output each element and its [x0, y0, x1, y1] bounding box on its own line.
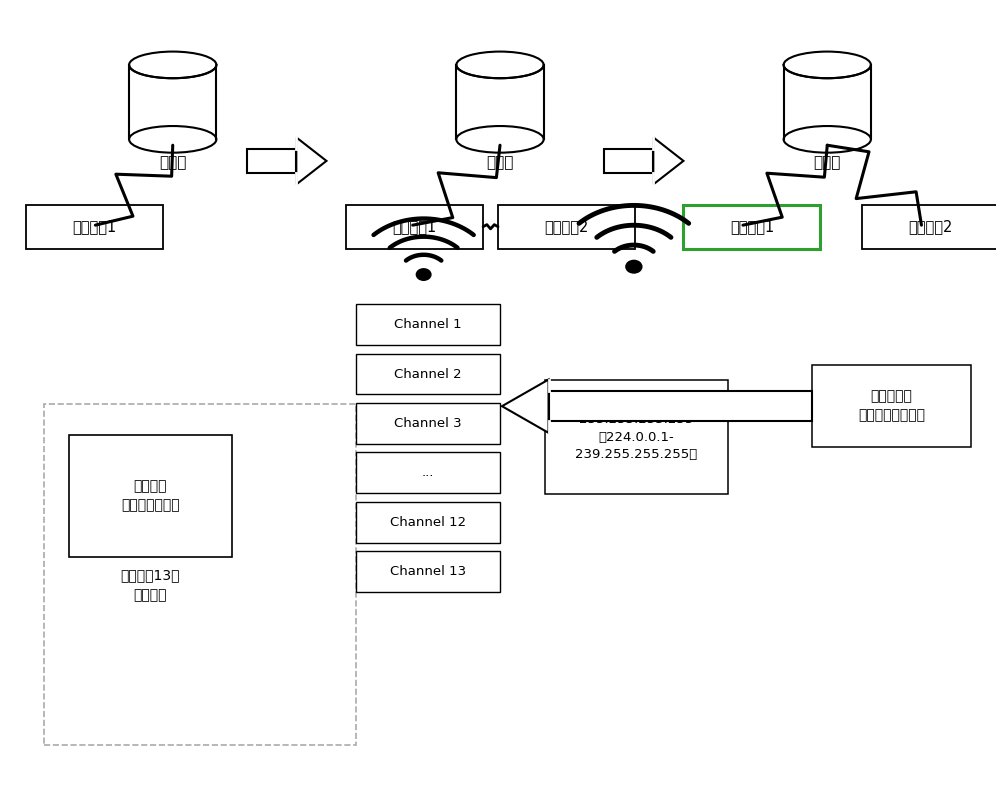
FancyBboxPatch shape	[356, 452, 500, 493]
Text: Channel 12: Channel 12	[390, 516, 466, 529]
Text: 路由器: 路由器	[159, 155, 186, 170]
Text: Channel 2: Channel 2	[394, 367, 462, 381]
Text: 智能家电1: 智能家电1	[72, 219, 117, 234]
Polygon shape	[653, 137, 683, 185]
FancyBboxPatch shape	[356, 502, 500, 543]
Ellipse shape	[129, 126, 216, 153]
Bar	[784, 65, 871, 139]
Ellipse shape	[784, 126, 871, 153]
FancyBboxPatch shape	[44, 404, 356, 744]
FancyBboxPatch shape	[69, 435, 232, 557]
FancyBboxPatch shape	[356, 304, 500, 345]
Ellipse shape	[784, 51, 871, 78]
Polygon shape	[247, 149, 296, 173]
Circle shape	[626, 261, 642, 273]
FancyBboxPatch shape	[498, 205, 635, 249]
FancyBboxPatch shape	[26, 205, 163, 249]
Text: 自动切或13个
监听信道: 自动切或13个 监听信道	[121, 569, 180, 602]
FancyBboxPatch shape	[683, 205, 820, 249]
FancyBboxPatch shape	[356, 354, 500, 394]
Text: Channel 3: Channel 3	[394, 417, 462, 430]
Text: Channel 13: Channel 13	[390, 565, 466, 578]
Text: 已联网设备
发送广播（组播）: 已联网设备 发送广播（组播）	[858, 390, 925, 422]
Text: 智能家电1: 智能家电1	[393, 219, 437, 234]
Polygon shape	[296, 137, 326, 185]
Text: 路由器: 路由器	[486, 155, 514, 170]
Text: 智能家电1: 智能家电1	[730, 219, 774, 234]
Circle shape	[416, 268, 431, 280]
Text: Channel 1: Channel 1	[394, 318, 462, 331]
FancyBboxPatch shape	[346, 205, 483, 249]
Text: 255.255.255.255
（224.0.0.1-
239.255.255.255）: 255.255.255.255 （224.0.0.1- 239.255.255.…	[575, 413, 697, 461]
FancyBboxPatch shape	[356, 551, 500, 592]
Ellipse shape	[456, 51, 544, 78]
FancyBboxPatch shape	[862, 205, 999, 249]
Polygon shape	[604, 149, 653, 173]
Text: 智能家电2: 智能家电2	[908, 219, 953, 234]
FancyBboxPatch shape	[812, 364, 971, 447]
Bar	[129, 65, 216, 139]
FancyBboxPatch shape	[356, 403, 500, 444]
Polygon shape	[502, 379, 549, 433]
Text: ...: ...	[422, 466, 434, 479]
Ellipse shape	[456, 126, 544, 153]
FancyBboxPatch shape	[545, 380, 728, 494]
Text: 智能家电2: 智能家电2	[544, 219, 589, 234]
Text: 路由器: 路由器	[814, 155, 841, 170]
Text: 智能家电
处于待配网状戀: 智能家电 处于待配网状戀	[121, 479, 180, 512]
Polygon shape	[549, 391, 812, 421]
Ellipse shape	[129, 51, 216, 78]
Bar	[456, 65, 544, 139]
